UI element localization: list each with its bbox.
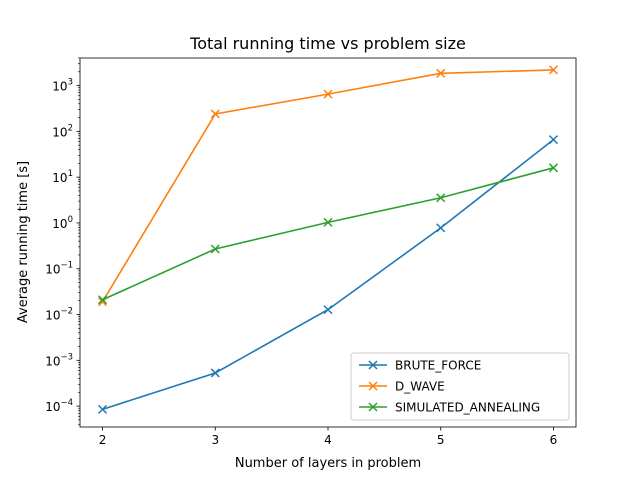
y-tick-label-base: 10 xyxy=(52,125,67,139)
x-tick-label: 4 xyxy=(324,433,332,447)
y-tick-label: 102 xyxy=(52,123,73,139)
y-tick-label-exponent: −2 xyxy=(60,307,73,317)
y-tick-label: 10−3 xyxy=(45,352,73,368)
y-tick-label-base: 10 xyxy=(45,354,60,368)
legend-box xyxy=(350,352,570,421)
legend-label: SIMULATED_ANNEALING xyxy=(395,401,540,415)
x-axis-label: Number of layers in problem xyxy=(235,456,421,471)
y-tick-label-exponent: −1 xyxy=(60,261,73,271)
y-tick-label-base: 10 xyxy=(45,309,60,323)
y-tick-label: 103 xyxy=(52,78,73,94)
data-point xyxy=(98,404,108,414)
data-point xyxy=(210,109,220,119)
legend-label: BRUTE_FORCE xyxy=(395,359,481,373)
y-tick-label-exponent: 2 xyxy=(68,123,73,133)
data-point xyxy=(436,68,446,78)
data-point xyxy=(323,305,333,315)
y-tick-label: 10−2 xyxy=(45,307,73,323)
y-tick-label-exponent: 0 xyxy=(68,215,73,225)
series-d-wave xyxy=(98,65,558,307)
series-brute-force xyxy=(98,135,558,414)
y-tick-label-exponent: 1 xyxy=(68,169,73,179)
y-tick-label-base: 10 xyxy=(52,217,67,231)
y-tick-label-base: 10 xyxy=(45,263,60,277)
data-point xyxy=(210,368,220,378)
data-point xyxy=(436,223,446,233)
x-tick-label: 2 xyxy=(99,433,107,447)
y-tick-label: 10−4 xyxy=(45,398,73,414)
x-tick-label: 3 xyxy=(211,433,219,447)
legend-item: BRUTE_FORCE xyxy=(359,359,481,373)
legend: BRUTE_FORCE D_WAVE SIMULATED_ANNEALING xyxy=(350,352,570,421)
y-tick-label-base: 10 xyxy=(52,80,67,94)
data-point xyxy=(548,65,558,75)
y-tick-label-exponent: −4 xyxy=(60,398,73,408)
legend-marker xyxy=(368,381,378,391)
x-tick-label: 5 xyxy=(437,433,445,447)
axes-frame xyxy=(79,57,577,428)
legend-item: SIMULATED_ANNEALING xyxy=(359,401,540,415)
data-point xyxy=(548,135,558,145)
legend-marker xyxy=(368,402,378,412)
series-simulated-annealing xyxy=(98,163,558,305)
y-tick-label-base: 10 xyxy=(52,171,67,185)
data-point xyxy=(98,295,108,305)
y-axis-label: Average running time [s] xyxy=(16,161,31,323)
data-point xyxy=(323,217,333,227)
y-tick-label: 101 xyxy=(52,169,73,185)
chart-title: Total running time vs problem size xyxy=(189,34,466,53)
data-point xyxy=(548,163,558,173)
y-tick-label-exponent: 3 xyxy=(68,78,73,88)
data-point xyxy=(210,244,220,254)
legend-label: D_WAVE xyxy=(395,380,445,394)
y-tick-label: 10−1 xyxy=(45,261,73,277)
legend-marker xyxy=(368,360,378,370)
y-tick-label-base: 10 xyxy=(45,400,60,414)
data-point xyxy=(436,193,446,203)
legend-item: D_WAVE xyxy=(359,380,445,394)
data-point xyxy=(323,89,333,99)
y-tick-label: 100 xyxy=(52,215,73,231)
x-tick-label: 6 xyxy=(550,433,558,447)
y-tick-label-exponent: −3 xyxy=(60,352,73,362)
